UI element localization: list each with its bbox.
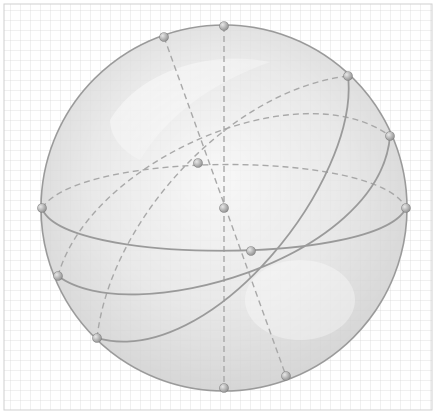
sphere-reflection <box>245 260 355 340</box>
vertex-upper-right <box>343 71 353 81</box>
tilted-circle-b-back-arc <box>96 75 349 339</box>
vertex-bottom-left <box>92 333 102 343</box>
sphere-highlight <box>110 58 270 160</box>
equator-back-arc <box>41 163 407 209</box>
vertex-center <box>219 203 229 213</box>
vertex-lower-left <box>53 271 63 281</box>
vertex-front-crossing <box>246 246 256 256</box>
vertex-right-upper <box>385 131 395 141</box>
vertex-right <box>401 203 411 213</box>
equator-front-arc <box>41 207 407 252</box>
tilted-circle-a-back-arc <box>57 112 391 277</box>
vertex-back-center <box>193 158 203 168</box>
vertex-left <box>37 203 47 213</box>
vertex-top <box>219 21 229 31</box>
vertex-upper-left <box>159 32 169 42</box>
vertex-bottom <box>219 383 229 393</box>
tilted-circle-a-front-arc <box>57 135 391 296</box>
vertex-bottom-right <box>281 371 291 381</box>
tilted-circle-b-front-arc <box>96 75 350 343</box>
